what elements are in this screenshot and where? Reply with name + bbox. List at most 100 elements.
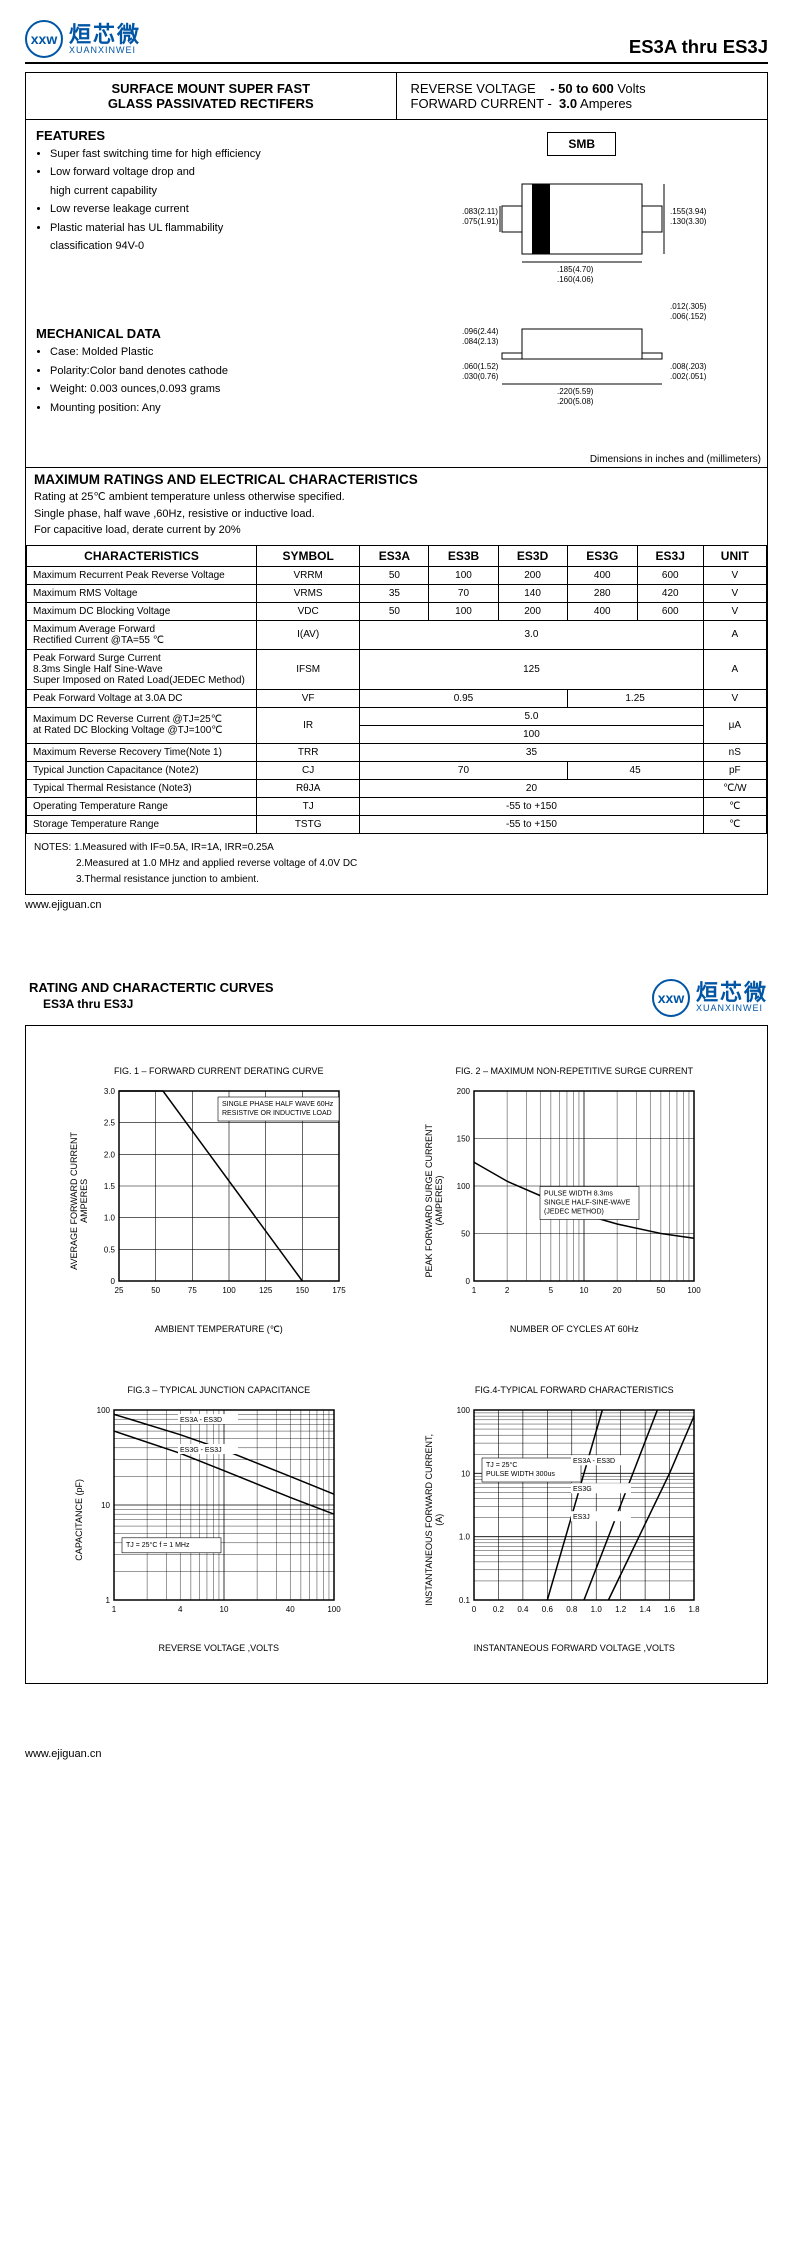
page-2: RATING AND CHARACTERTIC CURVES ES3A thru… bbox=[0, 926, 793, 1775]
table-cell: 5.0 100 bbox=[360, 707, 703, 743]
box-header-left: SURFACE MOUNT SUPER FAST GLASS PASSIVATE… bbox=[26, 73, 397, 119]
svg-text:1.2: 1.2 bbox=[615, 1605, 627, 1614]
svg-text:10: 10 bbox=[219, 1605, 228, 1614]
table-symbol: TRR bbox=[257, 743, 360, 761]
table-cell: 50 bbox=[360, 602, 429, 620]
table-cell: 600 bbox=[637, 602, 703, 620]
svg-text:2: 2 bbox=[505, 1286, 510, 1295]
curves-subtitle: ES3A thru ES3J bbox=[43, 997, 274, 1011]
footer-url: www.ejiguan.cn bbox=[25, 899, 768, 911]
chart-svg: 25507510012515017500.51.01.52.02.53.0SIN… bbox=[89, 1086, 369, 1316]
table-unit: pF bbox=[703, 761, 766, 779]
svg-text:75: 75 bbox=[188, 1286, 197, 1295]
fc-unit: Amperes bbox=[580, 96, 632, 111]
table-symbol: TJ bbox=[257, 797, 360, 815]
table-row-label: Peak Forward Voltage at 3.0A DC bbox=[27, 689, 257, 707]
mechanical-list: Case: Molded PlasticPolarity:Color band … bbox=[50, 345, 387, 416]
table-header: ES3A bbox=[360, 545, 429, 566]
characteristics-table: CHARACTERISTICSSYMBOLES3AES3BES3DES3GES3… bbox=[26, 545, 767, 834]
svg-text:.084(2.13): .084(2.13) bbox=[462, 337, 499, 346]
svg-text:(JEDEC METHOD): (JEDEC METHOD) bbox=[544, 1208, 604, 1215]
svg-text:10: 10 bbox=[101, 1501, 110, 1510]
table-symbol: CJ bbox=[257, 761, 360, 779]
svg-text:0.2: 0.2 bbox=[493, 1605, 505, 1614]
table-header: ES3G bbox=[567, 545, 637, 566]
max-ratings-heading: MAXIMUM RATINGS AND ELECTRICAL CHARACTER… bbox=[26, 467, 767, 489]
svg-text:.096(2.44): .096(2.44) bbox=[462, 327, 499, 336]
table-unit: V bbox=[703, 602, 766, 620]
svg-text:0.1: 0.1 bbox=[459, 1596, 471, 1605]
svg-text:1.5: 1.5 bbox=[104, 1182, 116, 1191]
table-cell: 35 bbox=[360, 584, 429, 602]
svg-text:100: 100 bbox=[457, 1182, 471, 1191]
svg-text:.008(.203): .008(.203) bbox=[670, 362, 707, 371]
svg-text:1.4: 1.4 bbox=[640, 1605, 652, 1614]
table-header: ES3J bbox=[637, 545, 703, 566]
svg-text:50: 50 bbox=[657, 1286, 666, 1295]
table-row-label: Maximum Reverse Recovery Time(Note 1) bbox=[27, 743, 257, 761]
table-symbol: I(AV) bbox=[257, 620, 360, 649]
table-cell: 45 bbox=[567, 761, 703, 779]
svg-text:100: 100 bbox=[688, 1286, 702, 1295]
table-row-label: Peak Forward Surge Current8.3ms Single H… bbox=[27, 649, 257, 689]
svg-text:1: 1 bbox=[112, 1605, 117, 1614]
table-header: SYMBOL bbox=[257, 545, 360, 566]
chart-title: FIG. 1 – FORWARD CURRENT DERATING CURVE bbox=[114, 1066, 324, 1076]
features-heading: FEATURES bbox=[36, 128, 387, 143]
svg-text:PULSE WIDTH 300us: PULSE WIDTH 300us bbox=[486, 1471, 555, 1478]
table-row-label: Operating Temperature Range bbox=[27, 797, 257, 815]
chart-svg: 141040100110100TJ = 25°C f = 1 MHzES3A -… bbox=[84, 1405, 364, 1635]
table-unit: A bbox=[703, 649, 766, 689]
curves-heading: RATING AND CHARACTERTIC CURVES bbox=[29, 980, 274, 995]
table-cell: 200 bbox=[498, 566, 567, 584]
table-cell: 0.95 bbox=[360, 689, 567, 707]
rv-label: REVERSE VOLTAGE bbox=[411, 81, 536, 96]
table-row-label: Storage Temperature Range bbox=[27, 815, 257, 833]
chart-4: FIG.4-TYPICAL FORWARD CHARACTERISTICSINS… bbox=[412, 1385, 738, 1653]
table-cell: 100 bbox=[429, 566, 498, 584]
chart-ylabel: PEAK FORWARD SURGE CURRENT(AMPERES) bbox=[424, 1124, 444, 1278]
footnote-line: 3.Thermal resistance junction to ambient… bbox=[76, 872, 759, 888]
svg-text:1: 1 bbox=[472, 1286, 477, 1295]
svg-text:TJ = 25°C: TJ = 25°C bbox=[486, 1461, 517, 1469]
table-cell: 70 bbox=[360, 761, 567, 779]
table-row-label: Maximum DC Blocking Voltage bbox=[27, 602, 257, 620]
svg-text:0: 0 bbox=[110, 1277, 115, 1286]
product-title: ES3A thru ES3J bbox=[629, 36, 768, 58]
mechanical-heading: MECHANICAL DATA bbox=[36, 326, 387, 341]
svg-text:125: 125 bbox=[259, 1286, 273, 1295]
brand-logo: xxw 烜芯微 XUANXINWEI bbox=[25, 20, 141, 58]
chart-ylabel: INSTANTANEOUS FORWARD CURRENT,(A) bbox=[424, 1434, 444, 1606]
svg-text:150: 150 bbox=[457, 1134, 471, 1143]
table-unit: V bbox=[703, 689, 766, 707]
svg-text:.200(5.08): .200(5.08) bbox=[557, 397, 594, 406]
table-cell: 125 bbox=[360, 649, 703, 689]
table-unit: ℃ bbox=[703, 797, 766, 815]
brand-name-cn: 烜芯微 bbox=[69, 24, 141, 46]
table-cell: 600 bbox=[637, 566, 703, 584]
svg-text:.006(.152): .006(.152) bbox=[670, 312, 707, 321]
svg-text:4: 4 bbox=[178, 1605, 183, 1614]
table-row-label: Maximum Average ForwardRectified Current… bbox=[27, 620, 257, 649]
svg-text:ES3A - ES3D: ES3A - ES3D bbox=[573, 1458, 615, 1465]
svg-text:3.0: 3.0 bbox=[104, 1087, 116, 1096]
svg-text:.220(5.59): .220(5.59) bbox=[557, 387, 594, 396]
svg-text:0.6: 0.6 bbox=[542, 1605, 554, 1614]
box-header-right: REVERSE VOLTAGE - 50 to 600 Volts FORWAR… bbox=[397, 73, 768, 119]
table-header: UNIT bbox=[703, 545, 766, 566]
brand-name-cn-2: 烜芯微 bbox=[696, 982, 768, 1004]
svg-text:1: 1 bbox=[105, 1596, 110, 1605]
table-row-label: Maximum RMS Voltage bbox=[27, 584, 257, 602]
header-left-line2: GLASS PASSIVATED RECTIFERS bbox=[36, 96, 386, 111]
svg-text:2.5: 2.5 bbox=[104, 1118, 116, 1127]
chart-1: FIG. 1 – FORWARD CURRENT DERATING CURVEA… bbox=[56, 1066, 382, 1335]
rating-conditions: Rating at 25℃ ambient temperature unless… bbox=[26, 489, 767, 545]
chart-xlabel: INSTANTANEOUS FORWARD VOLTAGE ,VOLTS bbox=[474, 1643, 675, 1653]
table-cell: 3.0 bbox=[360, 620, 703, 649]
svg-text:100: 100 bbox=[327, 1605, 341, 1614]
feature-item: Low reverse leakage current bbox=[50, 202, 387, 217]
table-symbol: VRRM bbox=[257, 566, 360, 584]
table-header: ES3B bbox=[429, 545, 498, 566]
right-column: SMB .083(2.11).075(1.91).155(3.94).130(3… bbox=[397, 120, 768, 452]
rating-note-line: For capacitive load, derate current by 2… bbox=[34, 522, 759, 539]
